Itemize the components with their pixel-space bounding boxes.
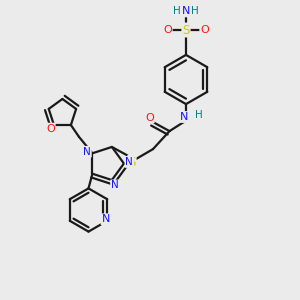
Text: S: S: [128, 155, 136, 169]
Text: N: N: [83, 147, 91, 157]
Text: H: H: [195, 110, 203, 120]
Text: N: N: [182, 6, 190, 16]
Text: O: O: [200, 25, 209, 35]
Text: O: O: [163, 25, 172, 35]
Text: N: N: [125, 157, 133, 167]
Text: H: H: [173, 6, 181, 16]
Text: H: H: [191, 6, 199, 16]
Text: O: O: [46, 124, 55, 134]
Text: N: N: [101, 214, 110, 224]
Text: S: S: [182, 23, 190, 37]
Text: N: N: [111, 180, 119, 190]
Text: N: N: [180, 112, 188, 122]
Text: O: O: [145, 112, 154, 123]
